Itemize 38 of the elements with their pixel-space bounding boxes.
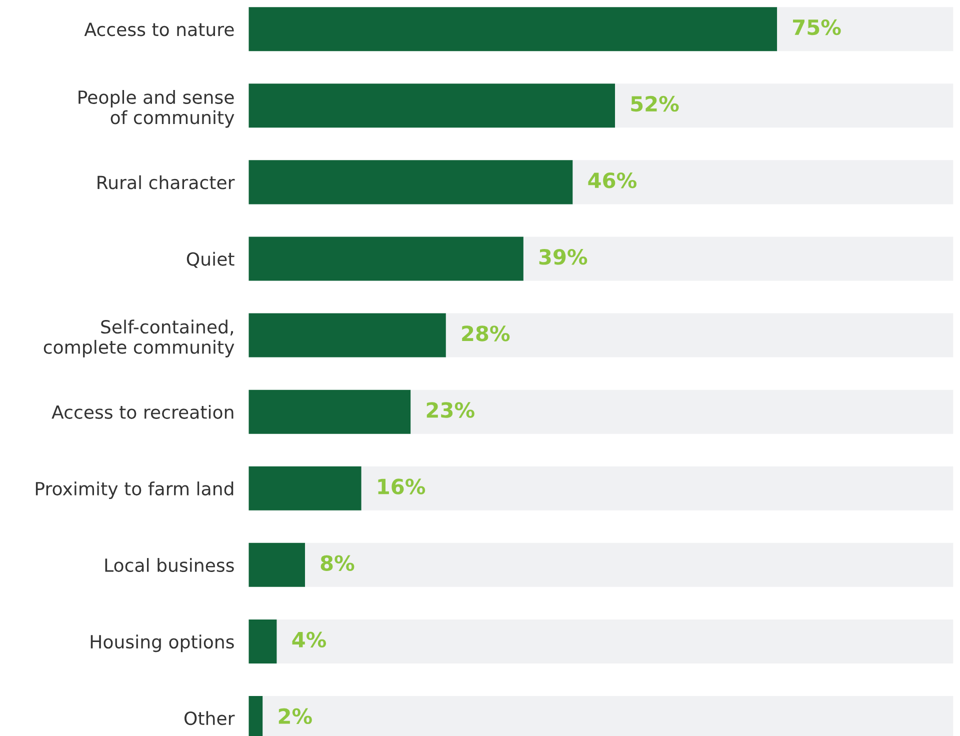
bar: [446, 313, 954, 358]
data-label: 39%: [539, 249, 588, 265]
y-tick-label: Access to nature: [84, 22, 234, 36]
data-label: 2%: [278, 708, 312, 724]
bar: [410, 390, 954, 434]
bar: [248, 313, 446, 358]
y-tick-label: Other: [184, 711, 235, 726]
bar: [248, 542, 306, 587]
y-tick-label: Housing options: [90, 634, 234, 652]
bar: [276, 619, 954, 664]
y-tick-label: Proximity to farm land: [36, 482, 234, 499]
bar: [248, 7, 778, 52]
data-label: 46%: [588, 172, 636, 188]
data-label: 52%: [631, 96, 679, 112]
bar: [248, 619, 277, 664]
bar: [248, 160, 573, 204]
data-label: 75%: [793, 19, 841, 36]
data-label: 23%: [426, 402, 474, 418]
y-tick-label: Access to recreation: [52, 404, 234, 419]
data-label: 8%: [320, 555, 354, 571]
bar: [248, 466, 362, 510]
y-tick-label: Quiet: [186, 252, 234, 268]
bar: [615, 84, 954, 128]
bar: [248, 390, 411, 434]
bar: [361, 466, 954, 510]
bar: [777, 7, 954, 52]
bar: [305, 542, 954, 587]
y-tick-label: People and sense of community: [78, 90, 234, 128]
bar: [248, 236, 524, 281]
y-tick-label: Self-contained, complete community: [44, 320, 234, 358]
y-tick-label: Rural character: [98, 175, 235, 190]
data-label: 4%: [292, 632, 326, 648]
data-label: 16%: [378, 478, 426, 494]
bar: [572, 160, 954, 204]
bar: [248, 84, 616, 128]
bar: [523, 236, 954, 281]
data-label: 28%: [462, 326, 510, 342]
y-tick-label: Local business: [105, 558, 234, 572]
